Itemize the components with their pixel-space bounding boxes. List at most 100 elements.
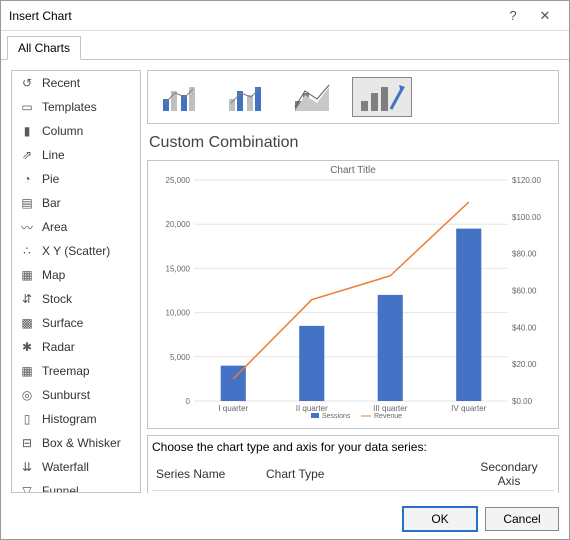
chart-type-icon: ▯ [18,410,36,428]
insert-chart-dialog: Insert Chart ? ✕ All Charts ↺ Recent ▭ Temp… [0,0,570,540]
combo-thumbnails [147,70,559,124]
sidebar-item-label: Line [42,148,65,162]
sidebar-item-label: Radar [42,340,75,354]
sidebar-item-label: Treemap [42,364,90,378]
chart-type-icon: ⇗ [18,146,36,164]
tab-strip: All Charts [1,31,569,60]
svg-text:Sessions: Sessions [322,413,351,420]
svg-text:$120.00: $120.00 [512,176,541,185]
sidebar-item-histogram[interactable]: ▯ Histogram [12,407,140,431]
chart-type-icon: ▤ [18,194,36,212]
series-row-sessions[interactable]: SessionsClustered Column⌄ [152,491,554,494]
col-series-name: Series Name [152,458,262,491]
sidebar-item-label: Map [42,268,65,282]
sidebar-item-label: Templates [42,100,97,114]
sidebar-item-bar[interactable]: ▤ Bar [12,191,140,215]
sidebar-item-label: Stock [42,292,72,306]
chart-type-icon: ◔ [18,170,36,188]
chart-preview: Chart Title 0 5,000 10,000 15,000 20,000 25,0… [147,160,559,429]
sidebar-item-treemap[interactable]: ▦ Treemap [12,359,140,383]
svg-text:10,000: 10,000 [166,309,191,318]
svg-text:$100.00: $100.00 [512,213,541,222]
sidebar-item-funnel[interactable]: ▽ Funnel [12,479,140,493]
chart-title: Chart Title [156,165,550,176]
sidebar-item-line[interactable]: ⇗ Line [12,143,140,167]
series-table: Series Name Chart Type Secondary Axis Se… [152,458,554,493]
sidebar-item-pie[interactable]: ◔ Pie [12,167,140,191]
chart-type-icon: ▽ [18,482,36,493]
svg-text:III quarter: III quarter [373,404,408,413]
sidebar-item-box-whisker[interactable]: ⊟ Box & Whisker [12,431,140,455]
sidebar-item-x-y-scatter-[interactable]: ∴ X Y (Scatter) [12,239,140,263]
svg-text:II quarter: II quarter [296,404,328,413]
combo-thumb-1[interactable] [220,77,280,117]
sidebar-item-label: Waterfall [42,460,89,474]
chart-type-icon: ▩ [18,314,36,332]
svg-text:$60.00: $60.00 [512,287,537,296]
titlebar: Insert Chart ? ✕ [1,1,569,31]
cancel-button[interactable]: Cancel [485,507,559,531]
chart-type-icon: ▦ [18,362,36,380]
svg-text:15,000: 15,000 [166,264,191,273]
chart-plot: 0 5,000 10,000 15,000 20,000 25,000 $0.00 $20.0… [156,176,550,426]
chart-type-icon: ◎ [18,386,36,404]
combo-thumb-2[interactable] [286,77,346,117]
svg-text:$20.00: $20.00 [512,360,537,369]
sidebar-item-label: Pie [42,172,59,186]
col-chart-type: Chart Type [262,458,464,491]
sidebar-item-label: Column [42,124,83,138]
chart-type-icon: ∴ [18,242,36,260]
svg-text:25,000: 25,000 [166,176,191,185]
sidebar-item-area[interactable]: 〰 Area [12,215,140,239]
sidebar-item-label: Funnel [42,484,79,493]
chart-type-icon: ⇵ [18,290,36,308]
col-secondary-axis: Secondary Axis [464,458,554,491]
sidebar-item-label: Histogram [42,412,97,426]
sidebar-item-label: Sunburst [42,388,90,402]
svg-text:0: 0 [186,397,191,406]
sidebar-item-label: X Y (Scatter) [42,244,110,258]
sidebar-item-label: Recent [42,76,80,90]
series-config-panel: Choose the chart type and axis for your … [147,435,559,493]
svg-text:5,000: 5,000 [170,353,191,362]
chart-type-icon: ↺ [18,74,36,92]
series-config-header: Choose the chart type and axis for your … [152,440,554,454]
chart-type-icon: ▭ [18,98,36,116]
combo-thumb-3[interactable] [352,77,412,117]
close-button[interactable]: ✕ [529,8,561,24]
sidebar-item-templates[interactable]: ▭ Templates [12,95,140,119]
sidebar-item-label: Area [42,220,67,234]
chart-type-icon: ▮ [18,122,36,140]
window-title: Insert Chart [9,9,497,23]
svg-text:20,000: 20,000 [166,220,191,229]
combo-thumb-0[interactable] [154,77,214,117]
tab-all-charts[interactable]: All Charts [7,36,81,60]
svg-text:$80.00: $80.00 [512,250,537,259]
sidebar-item-label: Surface [42,316,83,330]
chart-type-icon: ✱ [18,338,36,356]
chart-type-icon: ⊟ [18,434,36,452]
sidebar-item-stock[interactable]: ⇵ Stock [12,287,140,311]
chart-type-icon: 〰 [18,218,36,236]
svg-text:$40.00: $40.00 [512,323,537,332]
sidebar-item-radar[interactable]: ✱ Radar [12,335,140,359]
chart-type-icon: ▦ [18,266,36,284]
sidebar-item-column[interactable]: ▮ Column [12,119,140,143]
chart-category-list: ↺ Recent ▭ Templates ▮ Column ⇗ Line ◔ Pie ▤ Bar 〰 Ar… [11,70,141,493]
sidebar-item-map[interactable]: ▦ Map [12,263,140,287]
sidebar-item-label: Box & Whisker [42,436,121,450]
sidebar-item-waterfall[interactable]: ⇊ Waterfall [12,455,140,479]
svg-text:IV quarter: IV quarter [451,404,486,413]
sidebar-item-recent[interactable]: ↺ Recent [12,71,140,95]
svg-text:$0.00: $0.00 [512,397,533,406]
svg-text:Revenue: Revenue [374,413,402,420]
dialog-footer: OK Cancel [1,499,569,539]
ok-button[interactable]: OK [403,507,477,531]
help-button[interactable]: ? [497,8,529,23]
chart-type-icon: ⇊ [18,458,36,476]
svg-text:I quarter: I quarter [218,404,248,413]
sidebar-item-label: Bar [42,196,61,210]
sidebar-item-sunburst[interactable]: ◎ Sunburst [12,383,140,407]
section-title: Custom Combination [147,130,559,154]
sidebar-item-surface[interactable]: ▩ Surface [12,311,140,335]
